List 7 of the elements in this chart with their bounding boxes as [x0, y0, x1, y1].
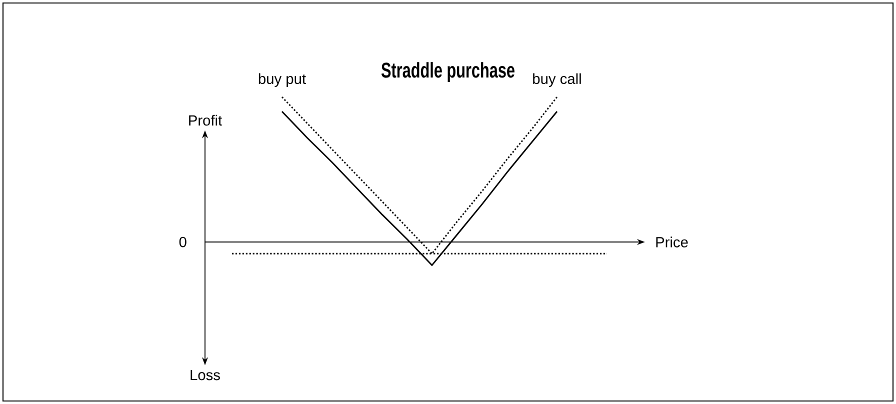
text: 0 — [179, 236, 186, 248]
x-axis-title: Price — [656, 236, 688, 248]
series-label: buy call — [533, 73, 581, 87]
y-axis-title: Profit — [189, 114, 222, 126]
series-label: buy put — [258, 73, 306, 87]
text: Loss — [190, 370, 220, 380]
chart-title: Straddle purchase — [381, 62, 514, 82]
